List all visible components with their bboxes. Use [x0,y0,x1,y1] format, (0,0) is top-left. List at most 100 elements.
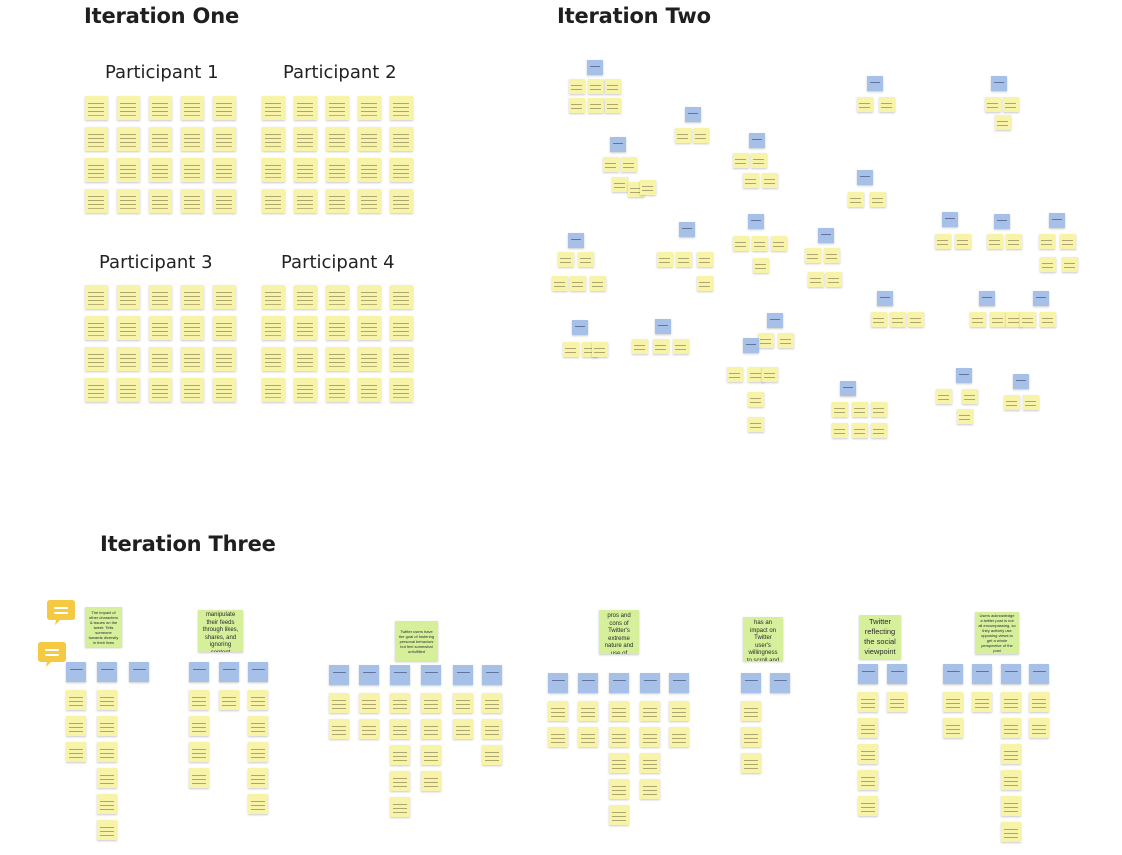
cluster-header-note[interactable] [359,665,379,685]
cluster-header-note[interactable] [390,665,410,685]
sticky-note[interactable] [858,744,878,764]
sticky-note[interactable] [117,316,140,340]
sticky-note[interactable] [762,367,778,382]
sticky-note[interactable] [421,745,441,765]
comment-icon[interactable] [37,641,67,669]
cluster-header-note[interactable] [97,662,117,682]
theme-note-1[interactable]: The impact of other characters & issues … [85,607,122,647]
sticky-note[interactable] [97,742,117,762]
sticky-note[interactable] [85,96,108,120]
sticky-note[interactable] [832,402,848,417]
sticky-note[interactable] [97,768,117,788]
sticky-note[interactable] [762,173,778,188]
sticky-note[interactable] [329,693,349,713]
sticky-note[interactable] [890,312,906,327]
sticky-note[interactable] [326,316,349,340]
cluster-header-note[interactable] [991,76,1007,91]
sticky-note[interactable] [1039,234,1055,249]
cluster-header-note[interactable] [669,673,689,693]
sticky-note[interactable] [640,779,660,799]
sticky-note[interactable] [149,378,172,402]
sticky-note[interactable] [1029,718,1049,738]
sticky-note[interactable] [482,719,502,739]
sticky-note[interactable] [879,97,895,112]
sticky-note[interactable] [358,378,381,402]
sticky-note[interactable] [213,347,236,371]
sticky-note[interactable] [569,79,585,94]
sticky-note[interactable] [149,285,172,309]
sticky-note[interactable] [262,127,285,151]
sticky-note[interactable] [605,98,621,113]
sticky-note[interactable] [1001,692,1021,712]
cluster-header-note[interactable] [587,60,603,75]
cluster-header-note[interactable] [568,233,584,248]
sticky-note[interactable] [1003,97,1019,112]
sticky-note[interactable] [390,285,413,309]
sticky-note[interactable] [213,96,236,120]
cluster-header-note[interactable] [453,665,473,685]
sticky-note[interactable] [294,96,317,120]
sticky-note[interactable] [826,272,842,287]
sticky-note[interactable] [189,742,209,762]
sticky-note[interactable] [870,192,886,207]
sticky-note[interactable] [669,701,689,721]
sticky-note[interactable] [962,389,978,404]
sticky-note[interactable] [421,771,441,791]
sticky-note[interactable] [1060,234,1076,249]
sticky-note[interactable] [727,367,743,382]
sticky-note[interactable] [563,342,579,357]
sticky-note[interactable] [570,276,586,291]
sticky-note[interactable] [805,248,821,263]
cluster-header-note[interactable] [421,665,441,685]
sticky-note[interactable] [657,252,673,267]
cluster-header-note[interactable] [942,212,958,227]
sticky-note[interactable] [753,258,769,273]
sticky-note[interactable] [248,716,268,736]
cluster-header-note[interactable] [748,214,764,229]
sticky-note[interactable] [936,389,952,404]
sticky-note[interactable] [748,417,764,432]
cluster-header-note[interactable] [867,76,883,91]
sticky-note[interactable] [987,234,1003,249]
sticky-note[interactable] [653,339,669,354]
sticky-note[interactable] [149,347,172,371]
sticky-note[interactable] [871,423,887,438]
sticky-note[interactable] [189,716,209,736]
sticky-note[interactable] [751,153,767,168]
sticky-note[interactable] [390,745,410,765]
sticky-note[interactable] [758,333,774,348]
sticky-note[interactable] [117,347,140,371]
sticky-note[interactable] [117,96,140,120]
sticky-note[interactable] [972,692,992,712]
sticky-note[interactable] [778,333,794,348]
sticky-note[interactable] [213,189,236,213]
sticky-note[interactable] [741,727,761,747]
sticky-note[interactable] [908,312,924,327]
sticky-note[interactable] [733,236,749,251]
sticky-note[interactable] [326,127,349,151]
cluster-header-note[interactable] [679,222,695,237]
sticky-note[interactable] [1001,770,1021,790]
sticky-note[interactable] [262,285,285,309]
sticky-note[interactable] [294,347,317,371]
sticky-note[interactable] [421,719,441,739]
sticky-note[interactable] [995,115,1011,130]
sticky-note[interactable] [1001,718,1021,738]
cluster-header-note[interactable] [840,381,856,396]
sticky-note[interactable] [97,820,117,840]
sticky-note[interactable] [733,153,749,168]
sticky-note[interactable] [248,768,268,788]
sticky-note[interactable] [294,316,317,340]
cluster-header-note[interactable] [858,664,878,684]
sticky-note[interactable] [605,79,621,94]
sticky-note[interactable] [85,347,108,371]
sticky-note[interactable] [66,716,86,736]
sticky-note[interactable] [181,158,204,182]
cluster-header-note[interactable] [219,662,239,682]
theme-note-7[interactable]: Users acknowledge a twitter post is not … [975,612,1019,654]
sticky-note[interactable] [181,316,204,340]
sticky-note[interactable] [943,718,963,738]
sticky-note[interactable] [609,779,629,799]
sticky-note[interactable] [748,392,764,407]
sticky-note[interactable] [453,719,473,739]
